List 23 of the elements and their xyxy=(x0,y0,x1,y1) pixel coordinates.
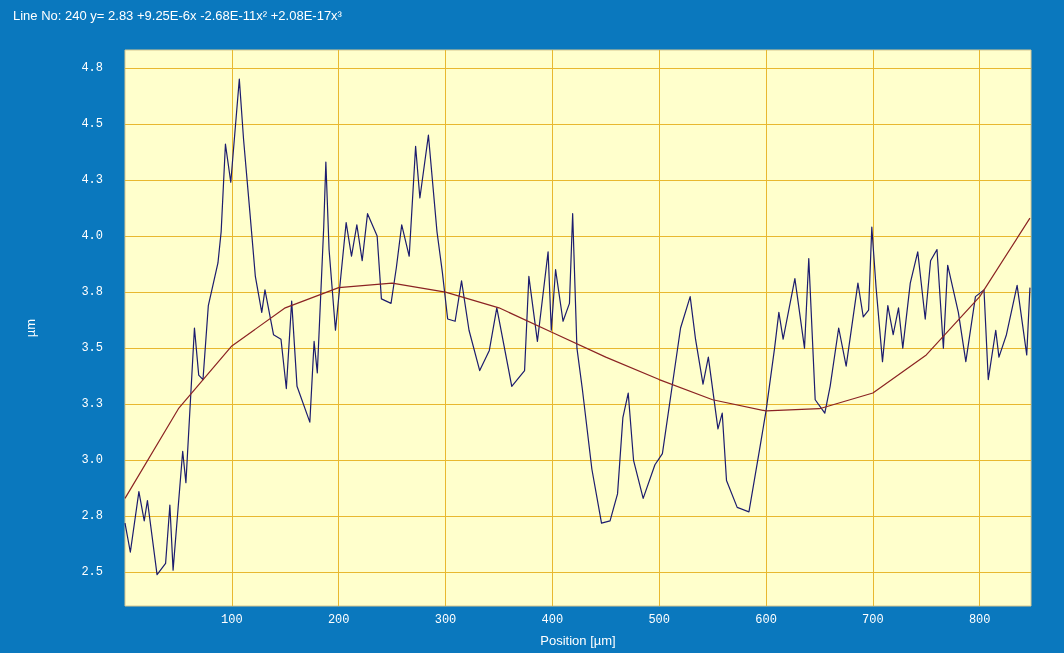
y-tick-label: 3.0 xyxy=(81,453,103,468)
x-axis-title: Position [µm] xyxy=(540,633,616,648)
chart-title: Line No: 240 y= 2.83 +9.25E-6x -2.68E-11x² +2.08E-17x³ xyxy=(13,8,343,23)
x-tick-label: 300 xyxy=(434,613,457,627)
y-tick-label: 4.5 xyxy=(81,116,103,131)
x-tick-label: 800 xyxy=(968,613,991,627)
x-tick-label: 500 xyxy=(648,613,670,627)
y-tick-label: 4.0 xyxy=(81,229,103,244)
y-tick-label: 3.8 xyxy=(81,285,103,300)
y-tick-label: 3.5 xyxy=(81,341,103,356)
x-tick-label: 600 xyxy=(755,613,777,627)
line-series xyxy=(124,217,1031,499)
y-tick-label: 4.8 xyxy=(81,60,103,75)
x-tick-label: 200 xyxy=(327,613,350,627)
y-tick-label: 3.3 xyxy=(81,397,103,412)
x-tick-label: 400 xyxy=(541,613,564,627)
y-axis-title: µm xyxy=(23,318,38,338)
y-tick-label: 4.3 xyxy=(81,173,103,188)
x-tick-label: 100 xyxy=(221,613,243,627)
y-tick-label: 2.5 xyxy=(81,565,103,580)
line-series xyxy=(124,78,1031,576)
y-tick-label: 2.8 xyxy=(81,509,103,524)
x-tick-label: 700 xyxy=(862,613,884,627)
